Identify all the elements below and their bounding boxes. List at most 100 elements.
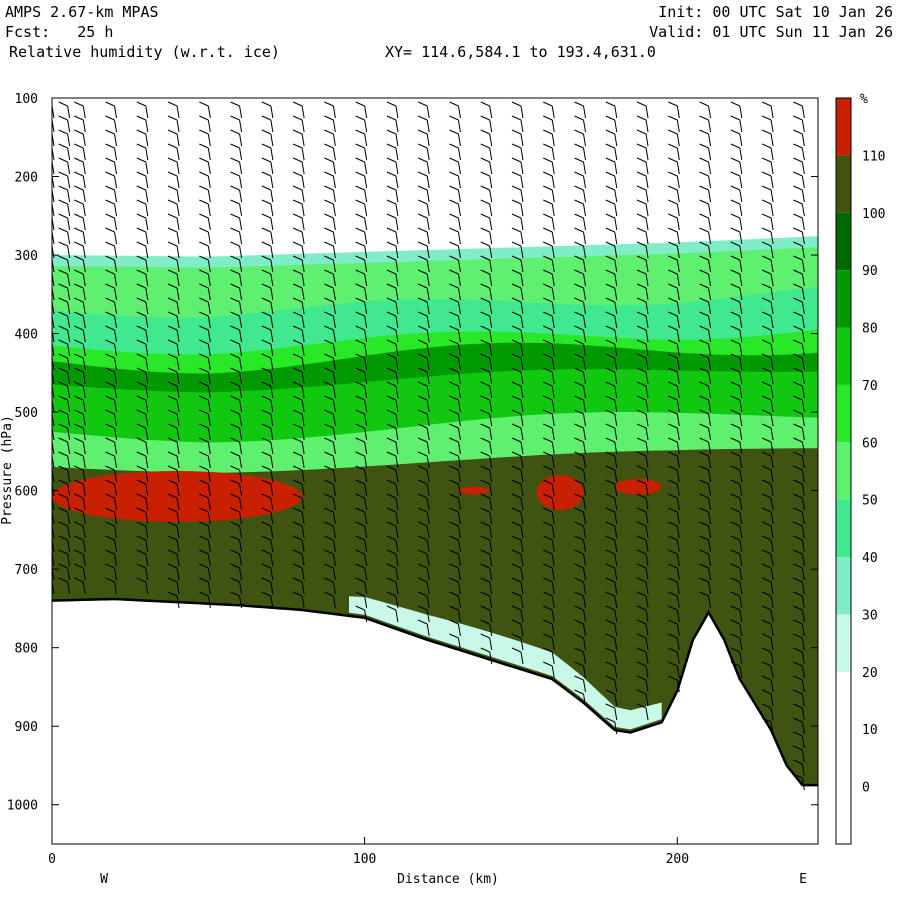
y-tick-label: 900	[15, 720, 38, 735]
wind-barb-flag	[52, 553, 53, 554]
wind-barb	[395, 259, 399, 273]
wind-barb-flag	[605, 423, 615, 429]
wind-barb	[239, 399, 243, 413]
wind-barb	[739, 623, 743, 637]
wind-barb	[114, 441, 118, 455]
wind-barb	[270, 343, 274, 357]
wind-barb	[739, 161, 743, 175]
wind-barb	[145, 315, 149, 329]
wind-barb	[551, 371, 555, 385]
wind-barb	[739, 469, 743, 483]
wind-barb-flag	[543, 171, 553, 177]
wind-barb	[645, 637, 649, 651]
wind-barb	[801, 133, 805, 147]
wind-barb	[770, 497, 774, 511]
wind-barb-flag	[261, 423, 272, 429]
wind-barb	[770, 287, 774, 301]
wind-barb-flag	[730, 563, 741, 569]
wind-barb-flag	[480, 507, 490, 513]
wind-barb-flag	[449, 353, 459, 359]
wind-barb-flag	[136, 479, 146, 485]
wind-barb	[176, 189, 180, 203]
wind-barb	[489, 259, 493, 273]
wind-barb-flag	[605, 367, 615, 373]
wind-barb-flag	[636, 591, 647, 597]
wind-barb	[426, 469, 430, 483]
wind-barb	[583, 413, 587, 427]
wind-barb	[364, 147, 368, 161]
wind-barb	[332, 217, 336, 231]
wind-barb-flag	[324, 199, 334, 205]
wind-barb	[207, 147, 211, 161]
wind-barb	[708, 595, 712, 609]
wind-barb-flag	[574, 437, 584, 443]
wind-barb	[676, 273, 680, 287]
wind-barb	[676, 609, 680, 623]
wind-barb	[614, 357, 618, 371]
wind-barb-flag	[668, 451, 678, 457]
wind-barb	[457, 455, 461, 469]
wind-barb-flag	[761, 255, 772, 261]
wind-barb-flag	[761, 493, 772, 499]
wind-barb	[239, 357, 243, 371]
wind-barb-flag	[574, 479, 584, 485]
wind-barb	[301, 161, 305, 175]
wind-barb	[770, 175, 774, 189]
wind-barb-flag	[636, 437, 647, 443]
wind-barb-flag	[355, 423, 365, 429]
wind-barb-flag	[105, 493, 115, 499]
wind-barb	[489, 483, 493, 497]
wind-barb	[457, 231, 461, 245]
wind-barb	[67, 385, 71, 399]
wind-barb	[145, 343, 149, 357]
wind-barb	[645, 581, 649, 595]
wind-barb-flag	[355, 283, 365, 289]
wind-barb-flag	[74, 129, 84, 135]
wind-barb	[67, 161, 71, 175]
wind-barb-flag	[511, 535, 522, 541]
wind-barb	[739, 609, 743, 623]
wind-barb	[395, 455, 399, 469]
wind-barb	[801, 427, 805, 441]
wind-barb-flag	[199, 213, 209, 219]
wind-barb	[520, 133, 524, 147]
wind-barb	[583, 595, 587, 609]
wind-barb	[426, 329, 430, 343]
colorbar-swatch	[836, 671, 851, 730]
wind-barb-flag	[761, 577, 772, 583]
wind-barb	[270, 273, 274, 287]
wind-barb-flag	[167, 311, 178, 317]
wind-barb	[270, 329, 274, 343]
wind-barb	[239, 329, 243, 343]
wind-barb-flag	[605, 479, 615, 485]
wind-barb	[770, 385, 774, 399]
wind-barb	[583, 637, 587, 651]
wind-barb	[801, 567, 805, 581]
wind-barb	[457, 189, 461, 203]
wind-barb-flag	[668, 563, 678, 569]
wind-barb-flag	[74, 521, 84, 527]
wind-barb	[614, 133, 618, 147]
wind-barb	[82, 203, 86, 217]
wind-barb-flag	[480, 241, 490, 247]
wind-barb-flag	[355, 157, 365, 163]
wind-barb	[801, 511, 805, 525]
wind-barb	[801, 315, 805, 329]
wind-barb	[114, 105, 118, 119]
wind-barb	[739, 455, 743, 469]
wind-barb-flag	[793, 577, 803, 583]
wind-barb-flag	[136, 269, 146, 275]
wind-barb	[583, 343, 587, 357]
wind-barb-flag	[355, 563, 365, 569]
wind-barb	[114, 161, 118, 175]
wind-barb	[739, 553, 743, 567]
wind-barb-flag	[417, 451, 428, 457]
wind-barb	[270, 539, 274, 553]
wind-barb-flag	[58, 241, 68, 247]
wind-barb	[301, 189, 305, 203]
wind-barb-flag	[105, 101, 115, 107]
wind-barb	[67, 399, 71, 413]
wind-barb-flag	[636, 157, 647, 163]
wind-barb-flag	[511, 395, 522, 401]
wind-barb-flag	[543, 367, 553, 373]
